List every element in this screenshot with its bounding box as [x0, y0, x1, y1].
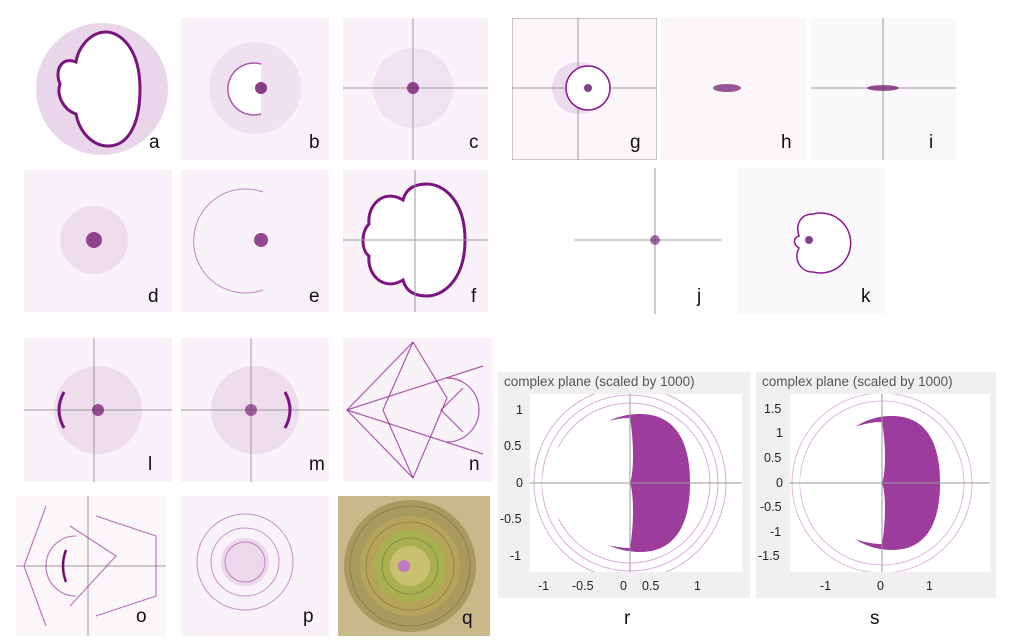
- plot-r-xtick: 0.5: [642, 579, 660, 593]
- panel-o: o: [16, 496, 166, 636]
- panel-label-l: l: [148, 454, 153, 475]
- panel-d-plot: [24, 170, 172, 312]
- panel-g: g: [512, 18, 657, 160]
- panel-label-g: g: [630, 132, 641, 153]
- plot-s-ytick: 1: [776, 426, 783, 440]
- panel-label-n: n: [469, 454, 480, 475]
- panel-e-plot: [181, 170, 329, 312]
- panel-a-plot: [36, 23, 168, 155]
- panel-f-plot: [343, 170, 488, 312]
- plot-s-ytick: 1.5: [764, 402, 782, 416]
- plot-s: complex plane (scaled by 1000) 1.5 1 0.5…: [756, 372, 996, 598]
- panel-b: b: [181, 18, 329, 160]
- panel-i: i: [811, 18, 956, 160]
- panel-j-plot: [575, 168, 721, 314]
- panel-label-b: b: [309, 132, 320, 153]
- plot-r-xtick: -1: [538, 579, 550, 593]
- panel-label-e: e: [309, 286, 320, 307]
- panel-n: n: [343, 338, 493, 482]
- panel-label-f: f: [471, 286, 477, 307]
- panel-l: l: [24, 338, 172, 482]
- plot-r-ytick: -1: [510, 549, 522, 563]
- panel-h-plot: [661, 18, 806, 160]
- plot-r-title: complex plane (scaled by 1000): [504, 374, 695, 389]
- panel-label-q: q: [462, 608, 473, 629]
- plot-s-ytick: -1.5: [758, 549, 780, 563]
- panel-label-c: c: [469, 132, 479, 153]
- panel-i-plot: [811, 18, 956, 160]
- panel-label-o: o: [136, 606, 147, 627]
- panel-c-plot: [343, 18, 488, 160]
- panel-label-d: d: [148, 286, 159, 307]
- plot-s-ytick: -0.5: [760, 500, 782, 514]
- plot-r-ytick: 1: [516, 403, 523, 417]
- plot-r: complex plane (scaled by 1000) 1 0.5 0 -…: [498, 372, 750, 598]
- plot-s-xtick: 1: [926, 579, 933, 593]
- panel-c: c: [343, 18, 488, 160]
- panel-j: j: [575, 168, 723, 314]
- plot-r-xtick: -0.5: [572, 579, 594, 593]
- plot-s-canvas: [790, 394, 990, 572]
- panel-label-a: a: [149, 132, 160, 153]
- panel-p-plot: [181, 496, 329, 636]
- plot-s-ytick: 0: [776, 476, 783, 490]
- plot-r-canvas: [530, 394, 742, 572]
- plot-r-xtick: 1: [694, 579, 701, 593]
- panel-q: q: [338, 496, 490, 636]
- panel-a: a: [28, 18, 176, 160]
- panel-m-plot: [181, 338, 329, 482]
- plot-s-xtick: 0: [877, 579, 884, 593]
- panel-k-plot: [793, 212, 852, 274]
- plot-s-xtick: -1: [820, 579, 832, 593]
- plot-r-label: r: [624, 608, 631, 629]
- panel-n-plot: [343, 338, 493, 482]
- panel-k: k: [737, 168, 885, 314]
- plot-s-title: complex plane (scaled by 1000): [762, 374, 953, 389]
- panel-p: p: [181, 496, 329, 636]
- plot-s-ytick: 0.5: [764, 451, 782, 465]
- panel-q-plot: [338, 496, 490, 636]
- panel-label-j: j: [697, 286, 702, 307]
- panel-label-h: h: [781, 132, 792, 153]
- plot-s-label: s: [870, 608, 880, 629]
- panel-o-plot: [16, 496, 166, 636]
- panel-label-m: m: [309, 454, 325, 475]
- plot-r-ytick: -0.5: [500, 512, 522, 526]
- panel-label-p: p: [303, 606, 314, 627]
- panel-l-plot: [24, 338, 172, 482]
- panel-a-cardioid: [56, 30, 142, 148]
- plot-r-ytick: 0: [516, 476, 523, 490]
- panel-e: e: [181, 170, 329, 312]
- panel-b-plot: [181, 18, 329, 160]
- panel-d: d: [24, 170, 172, 312]
- plot-r-ytick: 0.5: [504, 439, 522, 453]
- panel-f: f: [343, 170, 488, 312]
- panel-g-plot: [512, 18, 657, 160]
- panel-label-k: k: [861, 286, 871, 307]
- panel-h: h: [661, 18, 806, 160]
- plot-s-ytick: -1: [770, 525, 782, 539]
- panel-label-i: i: [929, 132, 934, 153]
- panel-m: m: [181, 338, 329, 482]
- plot-r-xtick: 0: [620, 579, 627, 593]
